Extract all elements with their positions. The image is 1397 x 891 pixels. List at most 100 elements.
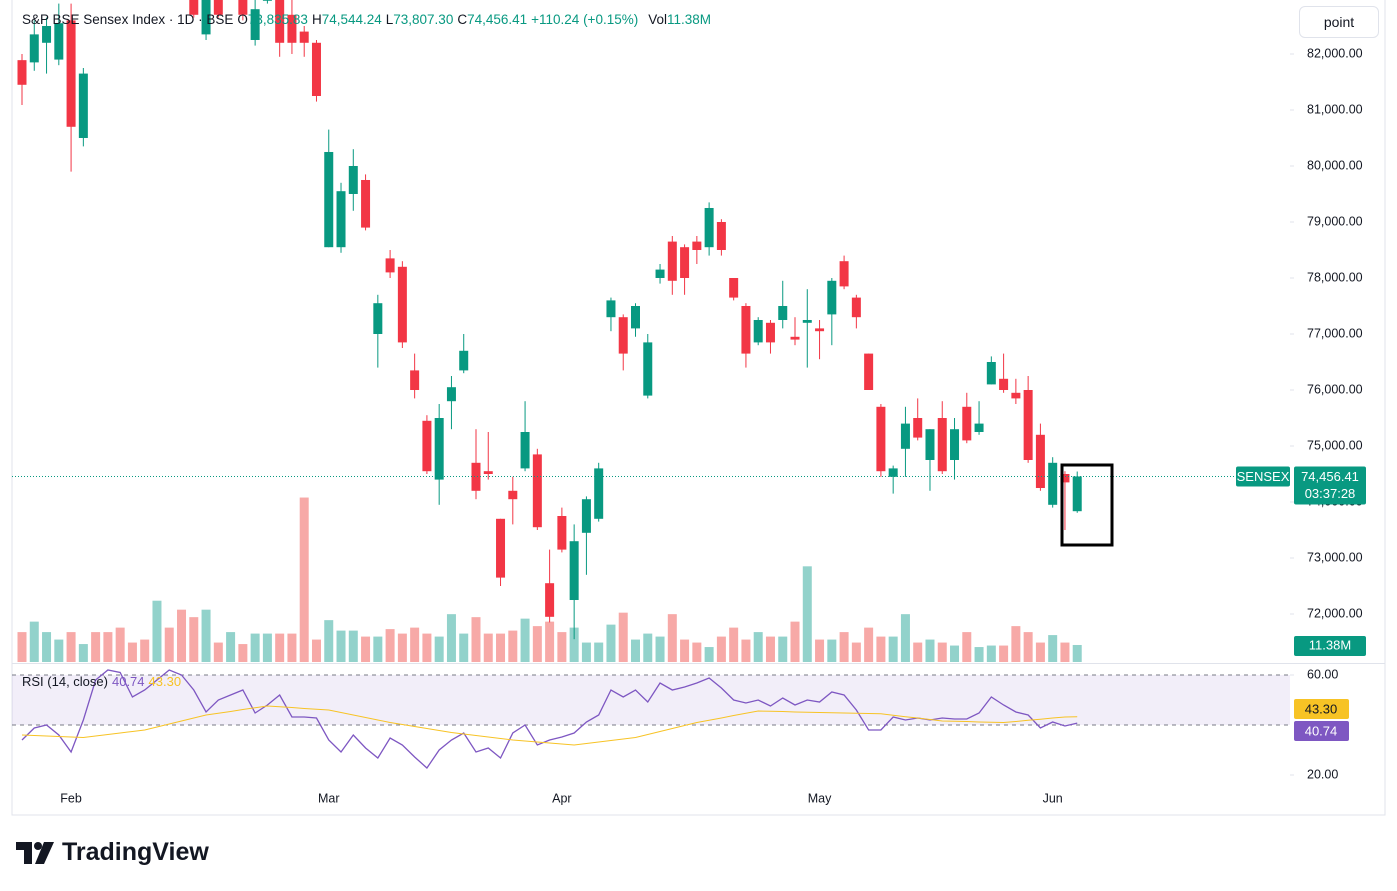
candle-body [888, 468, 898, 477]
candle-body [913, 417, 923, 438]
volume-bar [532, 626, 542, 662]
candle-body [1011, 392, 1021, 399]
candle-body [864, 353, 874, 390]
candle-body [496, 518, 506, 578]
y-tick-label: 81,000.00 [1307, 102, 1363, 116]
candle-body [631, 305, 640, 329]
candle-body [692, 241, 702, 250]
volume-bar [275, 633, 285, 662]
ohlc-item: L73,807.30 [386, 12, 454, 27]
volume-bar [91, 632, 101, 662]
candle-body [729, 277, 739, 298]
volume-bar [937, 642, 947, 662]
volume-bar [962, 632, 972, 662]
volume-bar [790, 621, 800, 662]
candle-body [557, 516, 567, 550]
volume-bar [1035, 642, 1045, 662]
volume-bar [545, 621, 555, 662]
volume-bar [581, 642, 591, 662]
candle-body [545, 583, 555, 617]
candle-body [581, 499, 591, 533]
y-tick-label: 77,000.00 [1307, 326, 1363, 340]
rsi-pane [12, 669, 1290, 769]
volume-bar [115, 627, 125, 662]
candle-body [704, 207, 714, 248]
volume-bar [778, 636, 788, 662]
volume-bar [631, 639, 640, 662]
ohlc-item: O73,835.83 [237, 12, 308, 27]
brand: TradingView [16, 838, 209, 867]
candle-body [189, 0, 199, 15]
candle-body [765, 322, 775, 343]
candle-body [643, 342, 653, 396]
volume-bar [226, 632, 236, 662]
volume-tag [1294, 635, 1366, 656]
volume-bar [753, 632, 763, 662]
candle-body [373, 303, 383, 334]
volume-bar [410, 627, 420, 662]
candle-body [483, 471, 493, 475]
volume-bar [704, 647, 714, 662]
y-tick-label: 20.00 [1307, 767, 1338, 781]
candle-body [1035, 434, 1045, 489]
volume-bar [802, 566, 812, 662]
volume-bar [299, 497, 309, 662]
candle-body [299, 31, 309, 43]
candle-body [213, 0, 223, 15]
candle-body [78, 73, 88, 138]
y-tick-label: 73,000.00 [1307, 550, 1363, 564]
candle-body [54, 23, 64, 60]
volume-bar [459, 633, 469, 662]
y-tick-label: 79,000.00 [1307, 214, 1363, 228]
volume-bar [900, 614, 910, 662]
ohlc-key: O [237, 12, 248, 27]
point-button[interactable]: point [1299, 6, 1379, 38]
candle-body [900, 423, 910, 449]
volume-bar [287, 633, 297, 662]
volume-bar [78, 644, 88, 662]
candle-body [66, 20, 76, 127]
axes: 72,000.0073,000.0074,000.0075,000.0076,0… [60, 46, 1366, 805]
rsi-legend: RSI (14, close) 40.74 43.30 [22, 674, 181, 689]
x-tick-label: Jun [1043, 791, 1063, 805]
candle-body [815, 328, 825, 332]
candle-body [397, 266, 407, 343]
ohlc: O73,835.83 H74,544.24 L73,807.30 C74,456.41 [237, 12, 527, 27]
volume-bar [54, 639, 64, 662]
volume-bar [827, 639, 837, 662]
candle-body [1060, 474, 1070, 483]
y-tick-label: 60.00 [1307, 667, 1338, 681]
volume-bar [999, 645, 1009, 662]
volume-bar [643, 633, 653, 662]
x-tick-label: May [808, 791, 832, 805]
volume-bar [29, 621, 39, 662]
volume-bar [765, 636, 775, 662]
volume-bar [348, 630, 358, 662]
volume-bar [311, 639, 321, 662]
candle-body [434, 417, 444, 480]
candle-body [937, 417, 947, 472]
volume-bar [508, 630, 518, 662]
volume-bar [557, 632, 567, 662]
candle-body [275, 0, 285, 43]
candle-body [459, 350, 469, 371]
volume-bar [397, 633, 407, 662]
volume-bar [851, 642, 861, 662]
candle-body [532, 454, 542, 528]
candle-body [422, 420, 432, 472]
ohlc-text: 74,544.24 [321, 12, 382, 27]
volume-bar [361, 636, 371, 662]
volume-bar [974, 647, 984, 662]
y-tick-label: 72,000.00 [1307, 606, 1363, 620]
candle-body [17, 60, 27, 85]
volume-bar [864, 627, 874, 662]
candle-body [741, 305, 751, 354]
volume-bar [815, 639, 825, 662]
candle-body [876, 406, 886, 472]
candle-body [324, 151, 334, 248]
candle-body [336, 191, 346, 248]
candle-body [753, 319, 763, 343]
countdown-text: 03:37:28 [1305, 486, 1356, 501]
